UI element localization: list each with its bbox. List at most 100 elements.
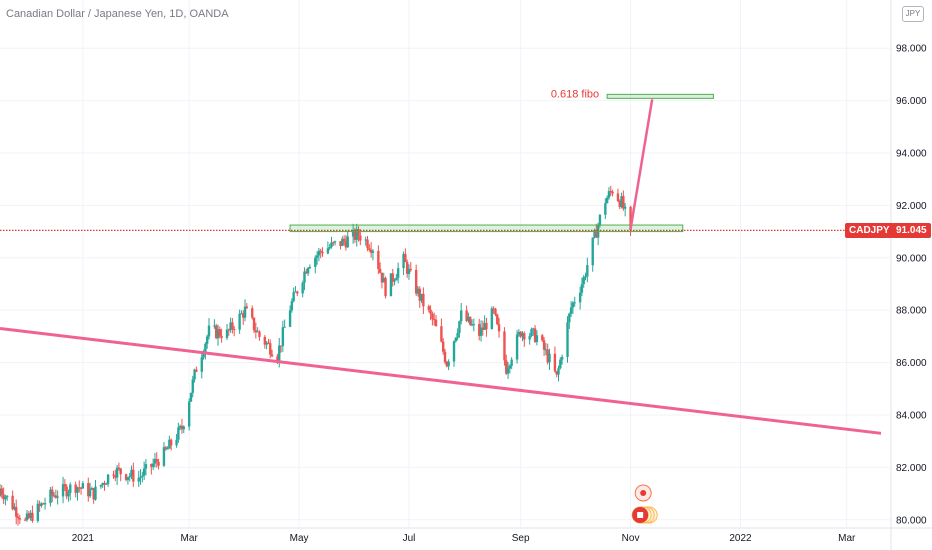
candle-body — [180, 425, 184, 430]
candle-body — [200, 357, 203, 372]
candle-body — [151, 463, 155, 467]
candle-body — [153, 459, 157, 464]
candle-body — [13, 506, 16, 510]
resistance-zone — [289, 224, 684, 233]
candle-body — [395, 277, 398, 281]
candle-body — [593, 229, 596, 238]
candle-body — [580, 284, 584, 293]
candle-body — [366, 239, 369, 249]
candle-body — [31, 512, 34, 521]
candle-body — [117, 467, 121, 469]
price-tick-label: 90.000 — [896, 253, 927, 264]
candle-body — [568, 313, 571, 323]
candle-body — [342, 238, 346, 242]
candle-body — [101, 483, 104, 486]
candle-body — [216, 329, 220, 339]
candle-body — [519, 331, 522, 337]
candle-body — [618, 201, 621, 207]
candle-body — [328, 247, 331, 249]
candle-body — [465, 310, 468, 321]
candle-body — [166, 448, 169, 450]
candle-body — [263, 336, 267, 345]
candle-body — [137, 477, 140, 482]
candle-body — [456, 333, 459, 338]
candle-body — [51, 489, 54, 496]
candle-body — [0, 488, 2, 497]
candle-body — [609, 191, 612, 193]
candle-body — [542, 340, 546, 350]
candle-body — [598, 214, 602, 226]
candle-body — [416, 288, 420, 294]
candle-body — [496, 314, 499, 325]
candle-body — [256, 331, 259, 333]
candle-body — [346, 236, 349, 248]
candle-body — [187, 401, 191, 427]
candle-body — [103, 483, 106, 485]
candle-body — [243, 306, 247, 318]
time-tick-label: Nov — [622, 533, 640, 544]
candle-body — [535, 335, 539, 343]
candle-body — [605, 197, 609, 204]
candle-body — [265, 342, 268, 345]
candle-body — [242, 313, 245, 318]
candle-body — [407, 268, 411, 274]
candle-body — [254, 330, 258, 333]
candle-body — [283, 326, 286, 328]
projection-line — [629, 99, 654, 230]
candle-body — [481, 327, 485, 331]
candle-body — [402, 253, 405, 269]
candle-body — [142, 468, 146, 476]
candle-body — [389, 273, 393, 297]
time-tick-label: Jul — [403, 533, 416, 544]
candle-body — [303, 271, 306, 283]
candle-body — [245, 306, 249, 309]
candle-body — [6, 495, 9, 497]
candle-body — [611, 191, 614, 194]
candle-body — [54, 495, 58, 498]
candle-body — [94, 486, 97, 500]
candle-body — [521, 333, 524, 337]
candle-body — [393, 280, 396, 282]
candle-body — [42, 503, 45, 505]
candle-body — [333, 241, 337, 243]
time-tick-label: 2022 — [729, 533, 752, 544]
candle-body — [497, 324, 501, 332]
currency-button[interactable]: JPY — [902, 6, 924, 22]
candle-body — [105, 483, 108, 485]
candle-body — [269, 343, 272, 355]
price-tick-label: 80.000 — [896, 515, 927, 526]
candle-body — [251, 308, 254, 318]
candle-body — [582, 276, 585, 285]
candle-body — [330, 242, 333, 248]
candle-body — [99, 485, 103, 487]
candle-body — [391, 273, 394, 282]
candle-body — [141, 475, 144, 477]
candle-body — [220, 335, 223, 338]
candle-body — [479, 327, 483, 336]
candle-body — [378, 269, 382, 273]
candle-body — [15, 506, 18, 517]
candle-body — [162, 447, 166, 466]
price-tick-label: 82.000 — [896, 463, 927, 474]
candle-body — [560, 356, 564, 360]
candle-body — [530, 329, 533, 337]
price-axis — [891, 0, 932, 550]
candle-body — [441, 341, 445, 352]
candle-body — [126, 477, 130, 480]
candle-body — [214, 325, 218, 339]
candle-body — [458, 321, 461, 334]
candle-body — [460, 310, 463, 322]
flag-markers-icon — [631, 506, 658, 524]
candle-body — [382, 277, 385, 283]
candle-body — [233, 329, 236, 331]
candle-body — [371, 250, 375, 253]
candle-body — [492, 308, 495, 310]
candle-body — [555, 371, 558, 375]
candle-body — [571, 302, 575, 308]
candle-body — [4, 496, 7, 500]
candle-body — [578, 292, 582, 303]
candle-body — [296, 291, 299, 294]
candle-body — [288, 310, 292, 327]
time-tick-label: Sep — [512, 533, 530, 544]
